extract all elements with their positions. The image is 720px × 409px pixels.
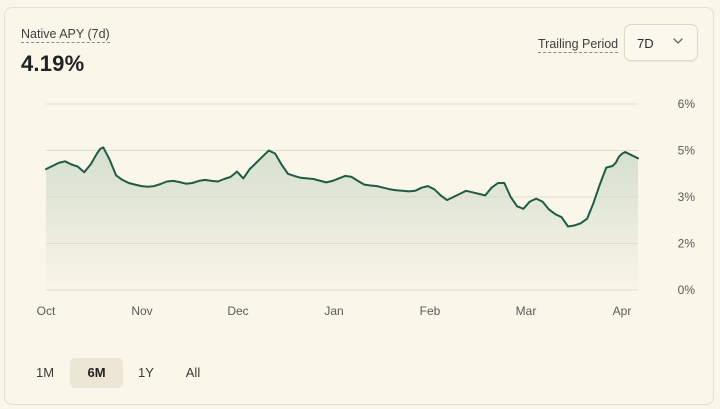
range-button-all[interactable]: All [185, 365, 201, 380]
y-tick-label: 3% [678, 190, 696, 204]
chevron-down-icon [673, 38, 683, 44]
x-tick-label: Apr [613, 304, 632, 318]
y-tick-label: 6% [678, 97, 696, 111]
x-tick-label: Dec [227, 304, 248, 318]
y-tick-label: 5% [678, 144, 696, 158]
range-button-1y[interactable]: 1Y [138, 365, 154, 380]
metric-label[interactable]: Native APY (7d) [21, 27, 110, 43]
x-tick-label: Nov [131, 304, 152, 318]
x-tick-label: Feb [420, 304, 441, 318]
chart-line[interactable] [45, 146, 639, 228]
metric-value: 4.19% [21, 51, 85, 76]
range-button-6m[interactable]: 6M [70, 358, 123, 388]
trailing-period-label[interactable]: Trailing Period [538, 37, 619, 53]
range-button-1m[interactable]: 1M [35, 365, 55, 380]
trailing-period-value: 7D [637, 36, 654, 51]
x-tick-label: Mar [516, 304, 537, 318]
y-tick-label: 0% [678, 283, 696, 297]
y-tick-label: 2% [678, 237, 696, 251]
x-tick-label: Oct [37, 304, 56, 318]
chart-area [46, 147, 638, 290]
x-tick-label: Jan [324, 304, 343, 318]
trailing-period-select[interactable]: 7D [624, 24, 698, 61]
